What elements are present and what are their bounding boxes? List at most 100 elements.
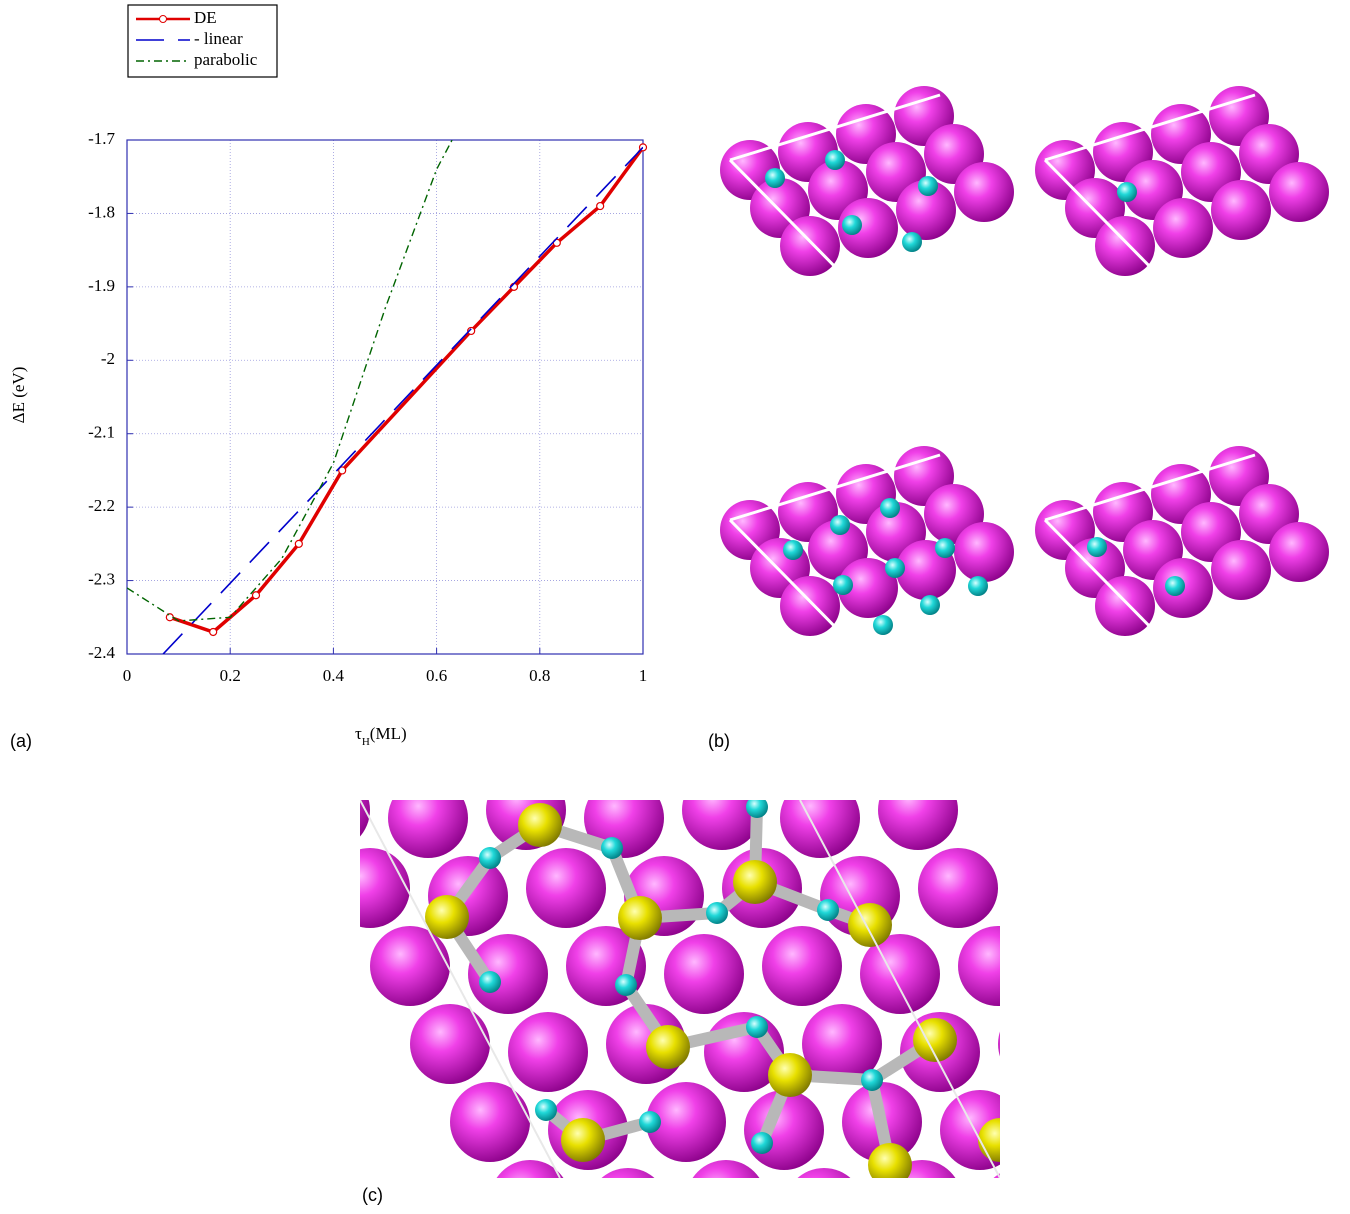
panel-label: (a): [10, 731, 32, 751]
atom: [751, 1132, 773, 1154]
atom: [479, 971, 501, 993]
legend-marker: [160, 16, 167, 23]
data-point: [166, 614, 173, 621]
atom: [940, 1090, 1020, 1170]
atom: [646, 1025, 690, 1069]
y-tick-label: -2.2: [88, 496, 115, 515]
atom: [410, 1004, 490, 1084]
atom: [479, 847, 501, 869]
atom: [1078, 1160, 1158, 1214]
atom: [838, 692, 918, 772]
atom: [388, 778, 468, 858]
atom: [918, 848, 998, 928]
y-tick-label: -1.9: [88, 276, 115, 295]
atom: [1117, 182, 1137, 202]
y-tick-label: -2: [101, 349, 115, 368]
y-axis-label: ΔE (eV): [9, 367, 28, 424]
atom: [780, 778, 860, 858]
atom: [615, 974, 637, 996]
atom: [508, 1012, 588, 1092]
atom: [330, 848, 410, 928]
atom: [1269, 162, 1329, 222]
atom: [290, 770, 370, 850]
atom: [920, 595, 940, 615]
atom: [954, 162, 1014, 222]
atom: [1095, 576, 1155, 636]
atom: [783, 540, 803, 560]
legend-label: parabolic: [194, 50, 258, 69]
atom: [639, 1111, 661, 1133]
x-tick-label: 0: [123, 666, 132, 685]
atom: [733, 860, 777, 904]
atom: [885, 558, 905, 578]
x-axis-label: τH(ML): [355, 724, 407, 748]
x-tick-label: 1: [639, 666, 648, 685]
atom: [706, 902, 728, 924]
panel-label: (c): [362, 1185, 383, 1205]
atom: [450, 1082, 530, 1162]
x-label-subscript: H: [362, 736, 370, 748]
atom: [1269, 522, 1329, 582]
atom: [968, 576, 988, 596]
atom: [518, 803, 562, 847]
atom: [740, 700, 820, 780]
atom: [1211, 180, 1271, 240]
atom: [1153, 198, 1213, 258]
atom: [1165, 576, 1185, 596]
atom: [918, 176, 938, 196]
slab-image: [1035, 86, 1350, 282]
atom: [746, 1016, 768, 1038]
atom: [765, 168, 785, 188]
x-label-unit: (ML): [370, 724, 407, 743]
atom: [873, 615, 893, 635]
atom: [1095, 216, 1155, 276]
atom: [250, 692, 330, 772]
atom: [446, 692, 526, 772]
atom: [1087, 537, 1107, 557]
atom: [762, 926, 842, 1006]
series-line: [127, 140, 452, 621]
atom: [878, 770, 958, 850]
structure-images: [250, 86, 1350, 1214]
legend-label: DE: [194, 8, 217, 27]
atom: [370, 926, 450, 1006]
atom: [842, 215, 862, 235]
data-point: [210, 628, 217, 635]
x-tick-label: 0.4: [323, 666, 345, 685]
atom: [998, 1004, 1078, 1084]
atom: [746, 796, 768, 818]
atom: [848, 903, 892, 947]
legend-label: - linear: [194, 29, 243, 48]
atom: [825, 150, 845, 170]
atom: [780, 216, 840, 276]
y-tick-label: -2.1: [88, 423, 115, 442]
atom: [935, 538, 955, 558]
atom: [601, 837, 623, 859]
atom: [664, 934, 744, 1014]
atom: [535, 1099, 557, 1121]
legend: DE - linear parabolic: [128, 5, 277, 77]
atom: [954, 522, 1014, 582]
atom: [830, 515, 850, 535]
slab-image: [720, 446, 1050, 642]
plot-frame: [127, 140, 643, 654]
panel-label: (b): [708, 731, 730, 751]
atom: [880, 498, 900, 518]
slab-image: [1035, 446, 1350, 642]
atom: [902, 232, 922, 252]
atom: [1038, 1082, 1118, 1162]
x-tick-label: 0.6: [426, 666, 447, 685]
figure: (a) (b) (c) ΔE (eV) τH(ML) 00.20.40.60.8…: [0, 0, 1350, 1214]
atom: [526, 848, 606, 928]
slab-image: [720, 86, 1050, 282]
atom: [425, 895, 469, 939]
x-tick-label: 0.8: [529, 666, 550, 685]
y-tick-label: -2.4: [88, 643, 115, 662]
atom: [561, 1118, 605, 1162]
y-tick-label: -1.8: [88, 202, 115, 221]
atom: [958, 926, 1038, 1006]
atom: [1211, 540, 1271, 600]
atom: [978, 1118, 1022, 1162]
slab-image: [250, 692, 1158, 1214]
